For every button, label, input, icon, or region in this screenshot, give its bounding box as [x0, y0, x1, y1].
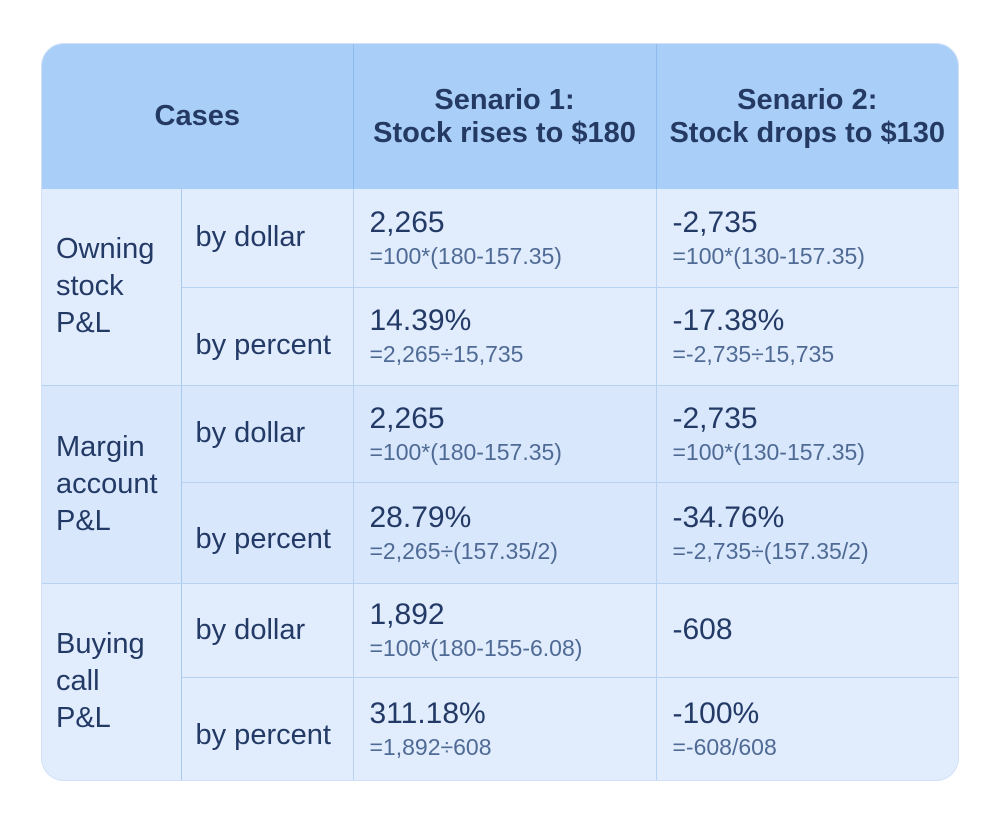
cell-formula: =2,265÷(157.35/2) [369, 537, 558, 564]
header-scenario-1-title: Senario 1: [434, 83, 575, 116]
scenario-2-cell: -17.38% =-2,735÷15,735 [656, 287, 958, 386]
header-scenario-1: Senario 1: Stock rises to $180 [353, 44, 657, 189]
group-label-line: Owning [56, 233, 155, 266]
cell-value: -2,735 [672, 401, 758, 435]
header-scenario-1-subtitle: Stock rises to $180 [373, 116, 636, 149]
scenario-2-cell: -34.76% =-2,735÷(157.35/2) [656, 482, 958, 584]
cell-value: 311.18% [369, 696, 486, 730]
group-label-line: Margin [56, 430, 145, 463]
cell-value: -100% [672, 696, 760, 730]
cell-formula: =100*(180-155-6.08) [369, 635, 583, 661]
table-row: by percent 14.39% =2,265÷15,735 -17.38% … [42, 287, 958, 386]
header-scenario-2: Senario 2: Stock drops to $130 [656, 44, 958, 189]
metric-label: by dollar [181, 385, 354, 483]
cell-value: -608 [672, 613, 733, 646]
header-scenario-2-title: Senario 2: [737, 83, 878, 116]
header-cases-label: Cases [154, 100, 240, 132]
cell-value: -17.38% [672, 304, 785, 337]
cell-value: 2,265 [369, 205, 445, 239]
table-row: Margin account P&L by dollar 2,265 =100*… [42, 385, 958, 584]
scenario-2-cell: -2,735 =100*(130-157.35) [656, 189, 958, 288]
cell-value: -34.76% [672, 500, 785, 534]
scenario-1-cell: 311.18% =1,892÷608 [353, 677, 657, 780]
scenario-2-cell: -100% =-608/608 [656, 677, 958, 780]
group-label-line: P&L [56, 702, 111, 734]
group-label-line: call [56, 665, 100, 697]
scenario-2-cell: -2,735 =100*(130-157.35) [656, 385, 958, 483]
group-label-line: Buying [56, 628, 145, 660]
group-label-line: P&L [56, 307, 111, 340]
metric-label: by percent [181, 482, 354, 584]
group-label-line: stock [56, 270, 124, 303]
cell-formula: =100*(180-157.35) [369, 438, 562, 465]
metric-label: by percent [181, 677, 354, 780]
cell-value: 14.39% [369, 304, 472, 337]
metric-label: by dollar [181, 583, 354, 678]
cell-value: 2,265 [369, 401, 445, 435]
table-row: Owning stock P&L by dollar 2,265 =100*(1… [42, 189, 958, 386]
cell-formula: =-2,735÷(157.35/2) [672, 537, 869, 564]
group-label-line: P&L [56, 504, 111, 537]
group-label-line: account [56, 467, 158, 500]
cell-formula: =-2,735÷15,735 [672, 341, 835, 367]
group-label-buying-call: Buying call P&L [42, 583, 182, 780]
scenario-2-cell: -608 [656, 583, 958, 678]
table-header-row: Cases Senario 1: Stock rises to $180 Sen… [42, 44, 958, 189]
scenario-1-cell: 28.79% =2,265÷(157.35/2) [353, 482, 657, 584]
scenario-1-cell: 2,265 =100*(180-157.35) [353, 385, 657, 483]
metric-label: by percent [181, 287, 354, 386]
table-row: by percent 311.18% =1,892÷608 -100% =-60… [42, 677, 958, 780]
metric-label: by dollar [181, 189, 354, 288]
cell-formula: =100*(180-157.35) [369, 242, 562, 269]
cell-formula: =100*(130-157.35) [672, 242, 865, 269]
cell-formula: =-608/608 [672, 733, 777, 760]
table-row: by percent 28.79% =2,265÷(157.35/2) -34.… [42, 482, 958, 584]
group-label-owning-stock: Owning stock P&L [42, 189, 182, 386]
cell-value: 1,892 [369, 598, 445, 631]
scenario-1-cell: 14.39% =2,265÷15,735 [353, 287, 657, 386]
table-row: Buying call P&L by dollar 1,892 =100*(18… [42, 583, 958, 780]
scenario-1-cell: 2,265 =100*(180-157.35) [353, 189, 657, 288]
cell-formula: =2,265÷15,735 [369, 341, 524, 367]
pnl-comparison-table: Cases Senario 1: Stock rises to $180 Sen… [42, 44, 958, 780]
cell-formula: =100*(130-157.35) [672, 438, 865, 465]
cell-value: -2,735 [672, 205, 758, 239]
scenario-1-cell: 1,892 =100*(180-155-6.08) [353, 583, 657, 678]
header-scenario-2-subtitle: Stock drops to $130 [669, 116, 946, 149]
comparison-table-card: Cases Senario 1: Stock rises to $180 Sen… [42, 44, 958, 780]
cell-formula: =1,892÷608 [369, 733, 492, 760]
header-cases: Cases [42, 44, 354, 189]
group-label-margin-account: Margin account P&L [42, 385, 182, 584]
cell-value: 28.79% [369, 500, 472, 534]
